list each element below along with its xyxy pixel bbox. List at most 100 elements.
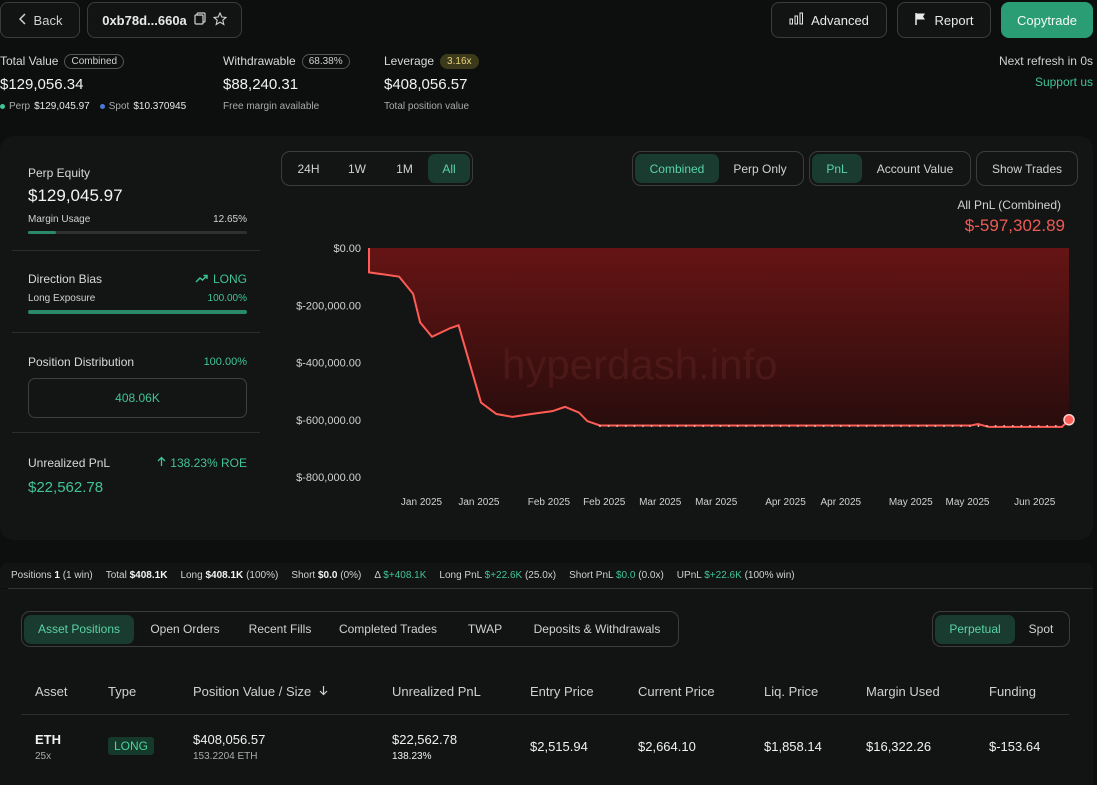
back-button[interactable]: Back (0, 2, 80, 38)
long-value: $408.1K (205, 570, 244, 581)
pnl-point (702, 425, 705, 428)
tab-recent-fills[interactable]: Recent Fills (248, 622, 312, 636)
scope-tab-combined[interactable]: Combined (635, 154, 719, 183)
long-exposure-bar (28, 310, 247, 314)
x-tick-label: Feb 2025 (528, 497, 571, 508)
positions-label: Positions (11, 570, 52, 581)
col-type[interactable]: Type (108, 684, 137, 699)
tab-twap[interactable]: TWAP (467, 622, 503, 636)
perp-equity-value: $129,045.97 (28, 186, 123, 205)
leverage-label: Leverage (384, 54, 435, 68)
range-tab-1m[interactable]: 1M (396, 161, 413, 176)
pnl-point (599, 425, 601, 428)
col-position-value[interactable]: Position Value / Size (193, 684, 328, 699)
tab-completed-trades[interactable]: Completed Trades (338, 622, 438, 636)
x-tick-label: May 2025 (889, 497, 933, 508)
withdrawable-badge: 68.38% (301, 53, 350, 69)
unrealized-pnl-value: $22,562.78 (28, 479, 104, 496)
position-distribution-pct: 100.00% (203, 356, 247, 368)
tab-asset-positions[interactable]: Asset Positions (24, 614, 134, 644)
show-trades-label: Show Trades (991, 161, 1063, 176)
pnl-point (693, 425, 696, 428)
x-tick-label: May 2025 (946, 497, 990, 508)
col-entry-price[interactable]: Entry Price (530, 684, 594, 699)
positions-count: 1 (54, 570, 60, 581)
pnl-point (745, 425, 748, 428)
col-current-price[interactable]: Current Price (638, 684, 715, 699)
pnl-point (805, 425, 808, 428)
pnl-point (814, 425, 816, 428)
entry-price: $2,515.94 (530, 739, 588, 754)
divider (12, 432, 260, 433)
positions-section: Asset Positions Open Orders Recent Fills… (0, 589, 1093, 785)
tab-perpetual[interactable]: Perpetual (935, 614, 1015, 644)
pnl-point (796, 425, 799, 428)
flag-icon (914, 12, 927, 29)
long-exposure-value: 100.00% (207, 293, 247, 304)
pnl-point (728, 425, 730, 428)
pnl-point (1046, 425, 1049, 428)
pnl-chart[interactable]: hyperdash.info $0.00 $-200,000.00 $-400,000… (285, 234, 1080, 524)
pnl-point (891, 425, 894, 428)
pnl-point (719, 425, 722, 428)
range-tab-1w[interactable]: 1W (348, 161, 366, 176)
tab-spot[interactable]: Spot (1028, 622, 1054, 636)
long-pnl-value: $+22.6K (484, 570, 523, 581)
pnl-point (1003, 425, 1006, 428)
x-tick-label: Mar 2025 (639, 497, 682, 508)
col-margin-used[interactable]: Margin Used (866, 684, 940, 699)
pnl-point (762, 425, 765, 428)
support-link[interactable]: Support us (1034, 75, 1093, 89)
position-distribution-label: Position Distribution (28, 355, 135, 369)
pnl-point (882, 425, 885, 428)
star-icon[interactable] (212, 11, 228, 29)
pnl-point (900, 425, 902, 428)
withdrawable-sub: Free margin available (223, 101, 320, 112)
spot-dot-icon (99, 104, 105, 109)
y-tick-label: $-800,000.00 (296, 472, 361, 484)
tab-open-orders[interactable]: Open Orders (150, 622, 220, 636)
position-distribution-box[interactable]: 408.06K (28, 378, 247, 418)
range-tab-all[interactable]: All (428, 154, 470, 183)
total-label: Total (105, 570, 127, 581)
scope-tab-perp-only[interactable]: Perp Only (733, 161, 787, 176)
copytrade-button[interactable]: Copytrade (1001, 2, 1093, 38)
report-button[interactable]: Report (897, 2, 991, 38)
pnl-point (642, 425, 644, 428)
range-tab-24h[interactable]: 24H (297, 161, 320, 176)
col-funding[interactable]: Funding (989, 684, 1036, 699)
unrealized-roe: 138.23% ROE (170, 456, 247, 470)
pnl-point (685, 425, 687, 428)
metric-tab-account-value[interactable]: Account Value (876, 161, 954, 176)
position-tabs: Asset Positions Open Orders Recent Fills… (21, 611, 679, 647)
pnl-point (736, 425, 739, 428)
wallet-address: 0xb78d...660a (102, 12, 187, 28)
copy-icon[interactable] (194, 12, 206, 28)
pnl-title: All PnL (Combined) (957, 198, 1061, 212)
upnl-value: $+22.6K (704, 570, 742, 581)
pnl-end-point (1063, 414, 1075, 426)
col-unrealized-pnl[interactable]: Unrealized PnL (392, 684, 481, 699)
show-trades-button[interactable]: Show Trades (976, 151, 1078, 186)
short-pnl-value: $0.0 (615, 570, 636, 581)
x-tick-label: Mar 2025 (695, 497, 738, 508)
pnl-point (779, 425, 782, 428)
col-liq-price[interactable]: Liq. Price (764, 684, 819, 699)
pnl-point (986, 425, 988, 428)
metric-tab-pnl[interactable]: PnL (812, 154, 862, 183)
positions-note: (1 win) (62, 570, 93, 581)
long-note: (100%) (246, 570, 279, 581)
advanced-button[interactable]: Advanced (771, 2, 887, 38)
pnl-point (839, 425, 842, 428)
pnl-point (943, 425, 945, 428)
unrealized-pnl-label: Unrealized PnL (28, 456, 111, 470)
divider (12, 332, 260, 333)
pnl-line (368, 248, 1070, 428)
type-badge: LONG (108, 737, 155, 755)
tab-deposits-withdrawals[interactable]: Deposits & Withdrawals (533, 622, 661, 636)
pnl-point (1011, 425, 1014, 428)
col-asset[interactable]: Asset (35, 684, 68, 699)
pnl-point (925, 425, 928, 428)
leverage-badge: 3.16x (440, 53, 479, 69)
short-pnl-note: (0.0x) (638, 570, 664, 581)
